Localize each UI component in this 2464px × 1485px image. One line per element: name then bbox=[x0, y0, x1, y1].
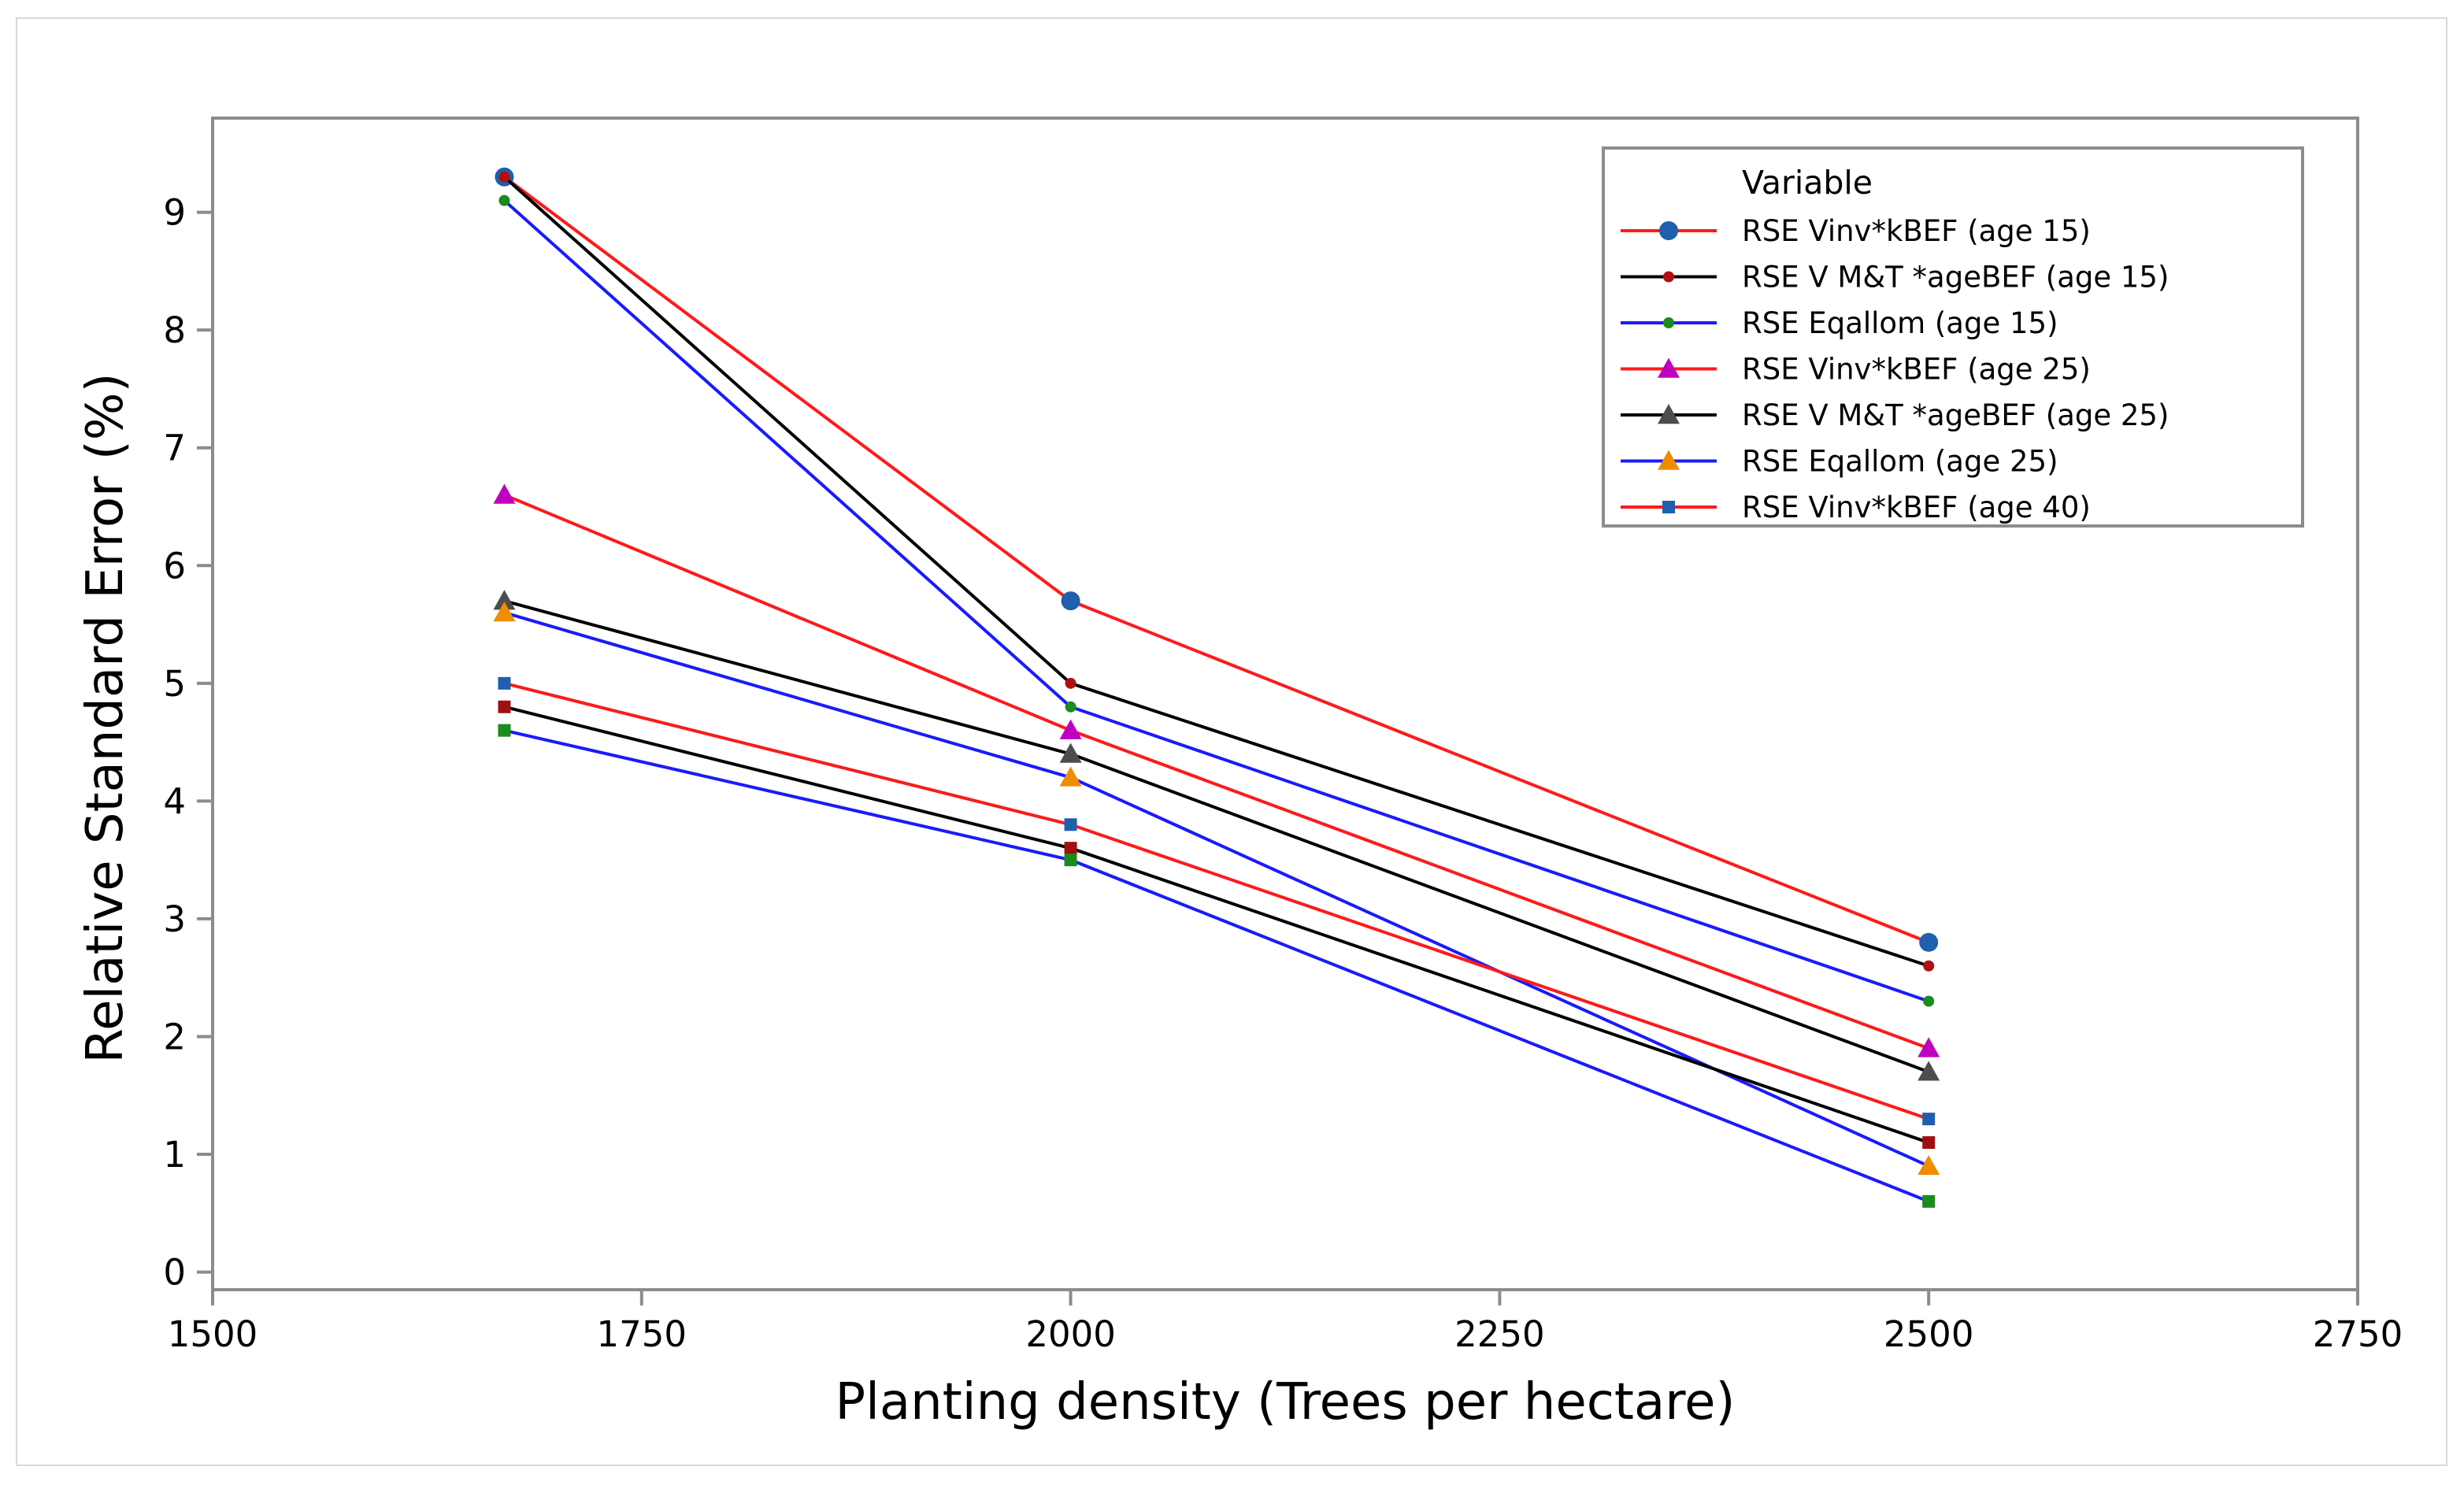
legend-marker bbox=[1658, 450, 1680, 470]
x-axis: 1500 1750 2000 2250 2500 2750 bbox=[168, 1290, 2403, 1355]
data-point bbox=[1065, 701, 1076, 713]
series-2 bbox=[498, 171, 1935, 972]
x-tick-label: 1750 bbox=[597, 1313, 687, 1355]
data-point bbox=[1917, 1037, 1940, 1057]
data-point bbox=[1923, 960, 1935, 972]
legend-label: RSE V M&T *ageBEF (age 15) bbox=[1742, 261, 2169, 294]
x-tick-label: 2750 bbox=[2313, 1313, 2403, 1355]
series-6 bbox=[493, 602, 1940, 1176]
legend-marker bbox=[1659, 221, 1678, 240]
legend-marker bbox=[1658, 357, 1680, 378]
y-tick-label: 6 bbox=[163, 545, 186, 587]
data-point bbox=[1059, 719, 1082, 739]
data-point bbox=[1061, 591, 1080, 611]
y-tick-label: 0 bbox=[163, 1252, 186, 1294]
legend-marker bbox=[1662, 501, 1675, 513]
legend-item: RSE Eqallom (age 25) bbox=[1621, 445, 2058, 479]
legend-marker bbox=[1663, 317, 1674, 328]
y-tick-label: 4 bbox=[163, 780, 186, 822]
legend-item: RSE Eqallom (age 15) bbox=[1621, 306, 2058, 340]
data-point bbox=[1917, 1061, 1940, 1081]
y-tick-label: 5 bbox=[163, 663, 186, 705]
data-point bbox=[1064, 818, 1077, 831]
legend-label: RSE Vinv*kBEF (age 15) bbox=[1742, 214, 2091, 248]
data-point bbox=[1064, 854, 1077, 867]
x-tick-label: 2500 bbox=[1884, 1313, 1974, 1355]
y-tick-label: 3 bbox=[163, 898, 186, 940]
data-point bbox=[1059, 766, 1082, 787]
x-axis-title: Planting density (Trees per hectare) bbox=[836, 1373, 1736, 1431]
data-point bbox=[1059, 742, 1082, 763]
data-point bbox=[1919, 932, 1939, 952]
data-point bbox=[498, 724, 511, 737]
series-9 bbox=[498, 724, 1936, 1208]
data-point bbox=[498, 171, 510, 183]
y-axis-title: Relative Standard Error (%) bbox=[76, 372, 135, 1063]
y-tick-label: 7 bbox=[163, 428, 186, 469]
data-point bbox=[493, 483, 516, 504]
series-8 bbox=[498, 700, 1936, 1150]
x-tick-label: 1500 bbox=[168, 1313, 258, 1355]
legend-label: RSE V M&T *ageBEF (age 25) bbox=[1742, 398, 2169, 432]
y-tick-label: 9 bbox=[163, 192, 186, 234]
legend-label: RSE Vinv*kBEF (age 40) bbox=[1742, 491, 2091, 524]
legend-marker bbox=[1663, 271, 1674, 283]
series-4 bbox=[493, 483, 1940, 1057]
legend-item: RSE V M&T *ageBEF (age 25) bbox=[1621, 398, 2169, 432]
data-point bbox=[1922, 1136, 1936, 1150]
series-layer bbox=[493, 167, 1940, 1208]
data-point bbox=[1917, 1154, 1940, 1176]
legend-label: RSE Eqallom (age 25) bbox=[1742, 445, 2058, 479]
data-point bbox=[1065, 677, 1076, 689]
legend-item: RSE Vinv*kBEF (age 15) bbox=[1621, 214, 2091, 248]
legend-title: Variable bbox=[1742, 164, 1873, 202]
data-point bbox=[498, 700, 511, 713]
y-tick-label: 1 bbox=[163, 1134, 186, 1176]
x-tick-label: 2250 bbox=[1454, 1313, 1545, 1355]
y-tick-label: 8 bbox=[163, 309, 186, 351]
data-point bbox=[498, 194, 510, 206]
x-tick-label: 2000 bbox=[1025, 1313, 1116, 1355]
data-point bbox=[1064, 842, 1077, 855]
legend-item: RSE Vinv*kBEF (age 25) bbox=[1621, 353, 2091, 387]
legend-marker bbox=[1658, 404, 1680, 424]
legend-item: RSE Vinv*kBEF (age 40) bbox=[1621, 491, 2091, 524]
series-5 bbox=[493, 590, 1940, 1081]
y-axis: 0 1 2 3 4 5 6 7 8 9 bbox=[163, 192, 213, 1294]
legend-label: RSE Vinv*kBEF (age 25) bbox=[1742, 353, 2091, 387]
data-point bbox=[493, 590, 516, 610]
data-point bbox=[1923, 995, 1935, 1007]
series-7 bbox=[498, 676, 1936, 1126]
legend-label: RSE Eqallom (age 15) bbox=[1742, 306, 2058, 340]
legend: Variable RSE Vinv*kBEF (age 15) RSE V M&T… bbox=[1602, 146, 2304, 528]
data-point bbox=[498, 676, 511, 690]
legend-box bbox=[1602, 146, 2304, 528]
y-tick-label: 2 bbox=[163, 1016, 186, 1057]
legend-item: RSE V M&T *ageBEF (age 15) bbox=[1621, 261, 2169, 294]
series-3 bbox=[498, 194, 1935, 1007]
figure-frame bbox=[16, 17, 2447, 1466]
data-point bbox=[1922, 1113, 1936, 1126]
data-point bbox=[493, 602, 516, 622]
data-point bbox=[1922, 1194, 1936, 1208]
